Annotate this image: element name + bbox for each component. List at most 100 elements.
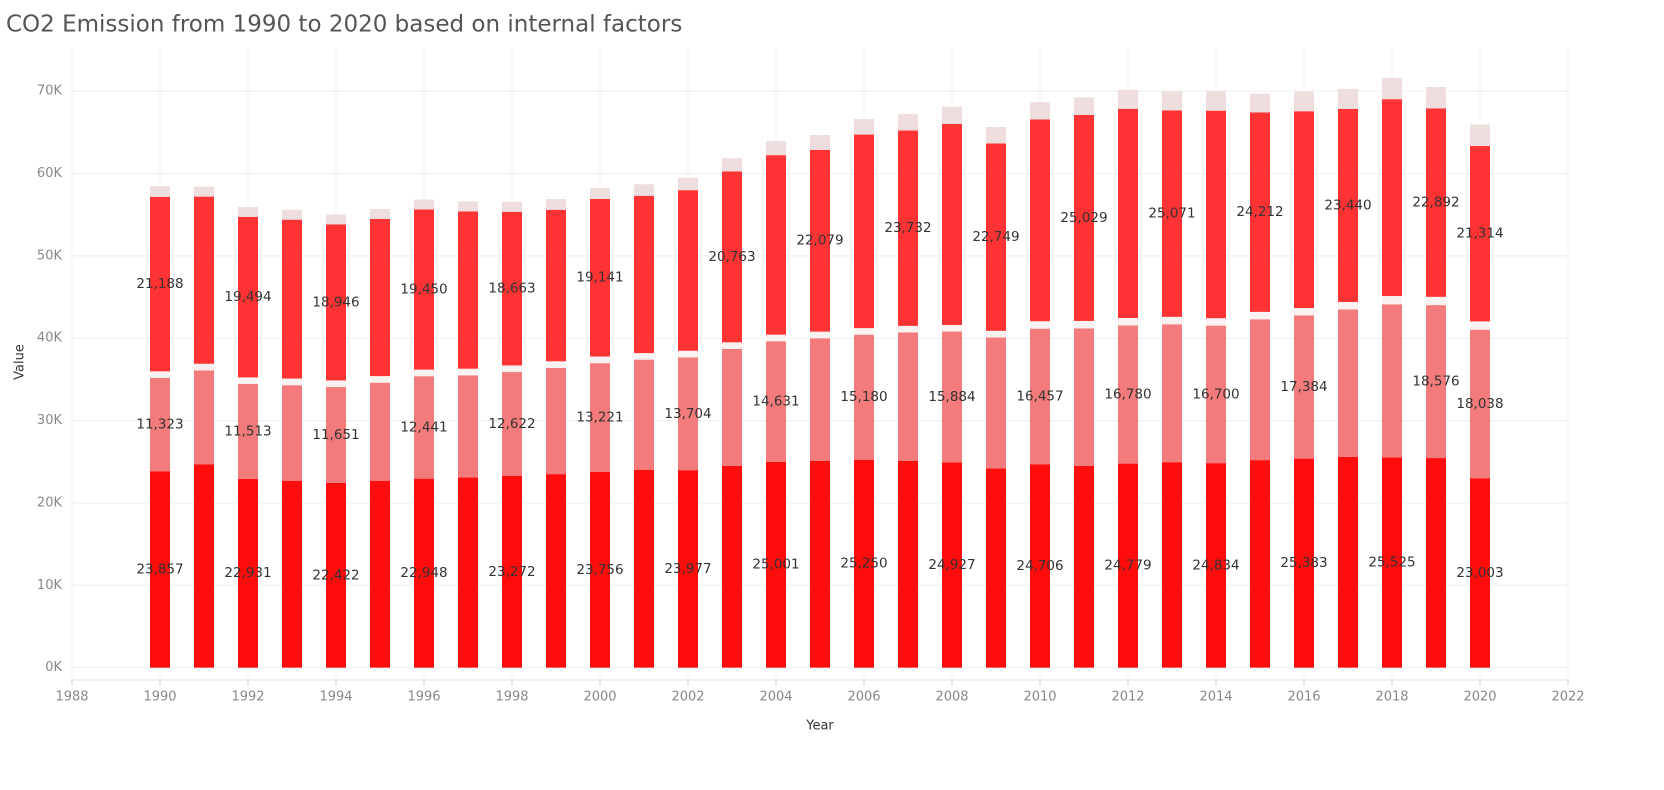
bar-segment xyxy=(282,385,302,481)
data-label: 11,513 xyxy=(224,423,271,439)
bar-segment xyxy=(326,224,346,381)
data-label: 23,003 xyxy=(1456,565,1503,581)
data-label: 25,250 xyxy=(840,556,887,572)
bar-segment xyxy=(282,378,302,386)
bar-segment xyxy=(1030,321,1050,329)
bar-segment xyxy=(898,332,918,461)
bar-segment xyxy=(414,199,434,210)
x-tick-label: 2002 xyxy=(671,690,704,705)
bar-segment xyxy=(986,468,1006,668)
bar-segment xyxy=(854,118,874,135)
bar-segment xyxy=(986,337,1006,469)
bar-segment xyxy=(1338,309,1358,457)
bar-segment xyxy=(1294,111,1314,309)
bar-segment xyxy=(766,334,786,342)
data-label: 13,704 xyxy=(664,406,711,422)
bar-segment xyxy=(678,470,698,668)
data-label: 21,314 xyxy=(1456,226,1503,242)
bar-segment xyxy=(854,334,874,460)
bar-segment xyxy=(942,324,962,332)
bar-segment xyxy=(282,480,302,668)
data-label: 25,383 xyxy=(1280,555,1327,571)
bar-segment xyxy=(898,460,918,668)
data-label: 23,440 xyxy=(1324,197,1371,213)
bar-segment xyxy=(634,184,654,196)
bar-segment xyxy=(986,143,1006,331)
bar-segment xyxy=(1030,464,1050,668)
bar-segment xyxy=(150,196,170,372)
bar-segment xyxy=(942,106,962,125)
y-tick-label: 30K xyxy=(37,413,63,428)
bar-segment xyxy=(810,149,830,332)
data-label: 22,422 xyxy=(312,567,359,583)
bar-segment xyxy=(1382,99,1402,297)
bar-segment xyxy=(1382,457,1402,668)
data-label: 16,700 xyxy=(1192,386,1239,402)
bar-segment xyxy=(1162,110,1182,317)
data-label: 16,780 xyxy=(1104,386,1151,402)
bar-segment xyxy=(150,471,170,668)
data-label: 24,834 xyxy=(1192,557,1239,573)
data-label: 11,323 xyxy=(136,417,183,433)
chart-title: CO2 Emission from 1990 to 2020 based on … xyxy=(6,12,682,38)
bar-segment xyxy=(1338,108,1358,302)
bar-segment xyxy=(194,464,214,668)
data-label: 25,001 xyxy=(752,557,799,573)
bar-segment xyxy=(238,216,258,378)
bar-segment xyxy=(1470,321,1490,330)
bar-segment xyxy=(458,211,478,369)
bar-segment xyxy=(678,357,698,471)
y-tick-label: 0K xyxy=(45,660,62,675)
bar-segment xyxy=(194,196,214,364)
data-label: 25,029 xyxy=(1060,210,1107,226)
data-label: 21,188 xyxy=(136,276,183,292)
data-label: 15,884 xyxy=(928,389,975,405)
bar-segment xyxy=(502,372,522,476)
bar-segment xyxy=(1294,458,1314,668)
data-label: 14,631 xyxy=(752,394,799,410)
x-tick-label: 2004 xyxy=(759,690,792,705)
data-label: 25,525 xyxy=(1368,555,1415,571)
x-tick-label: 1994 xyxy=(319,690,352,705)
x-tick-label: 1988 xyxy=(55,690,88,705)
y-tick-label: 10K xyxy=(37,578,63,593)
bar-segment xyxy=(766,461,786,668)
bar-segment xyxy=(238,383,258,479)
bar-segment xyxy=(414,478,434,668)
data-label: 23,977 xyxy=(664,561,711,577)
x-tick-label: 1990 xyxy=(143,690,176,705)
bar-segment xyxy=(1426,108,1446,297)
bar-segment xyxy=(590,356,610,364)
y-axis-label: Value xyxy=(13,344,28,380)
bar-segment xyxy=(942,331,962,463)
y-tick-label: 40K xyxy=(37,331,63,346)
bar-segment xyxy=(546,474,566,668)
bar-segment xyxy=(722,171,742,343)
bar-segment xyxy=(1118,463,1138,668)
bar-segment xyxy=(678,190,698,351)
bar-segment xyxy=(1030,119,1050,322)
data-label: 22,892 xyxy=(1412,195,1459,211)
bar-segment xyxy=(458,375,478,478)
bar-segment xyxy=(502,365,522,373)
data-label: 18,946 xyxy=(312,294,359,310)
bar-segment xyxy=(1294,91,1314,112)
bar-segment xyxy=(1118,108,1138,318)
bar-segment xyxy=(546,367,566,475)
bar-segment xyxy=(1206,325,1226,464)
bar-segment xyxy=(1162,91,1182,111)
bar-segment xyxy=(1382,296,1402,305)
x-tick-label: 2000 xyxy=(583,690,616,705)
bar-segment xyxy=(854,134,874,329)
bar-segment xyxy=(766,341,786,462)
bar-segment xyxy=(898,325,918,333)
bar-segment xyxy=(634,195,654,354)
bar-segment xyxy=(634,470,654,668)
bar-segment xyxy=(590,188,610,199)
bar-segment xyxy=(150,377,170,472)
x-axis-label: Year xyxy=(805,719,834,734)
bar-segment xyxy=(370,218,390,377)
data-label: 18,576 xyxy=(1412,374,1459,390)
bar-segment xyxy=(1338,456,1358,668)
